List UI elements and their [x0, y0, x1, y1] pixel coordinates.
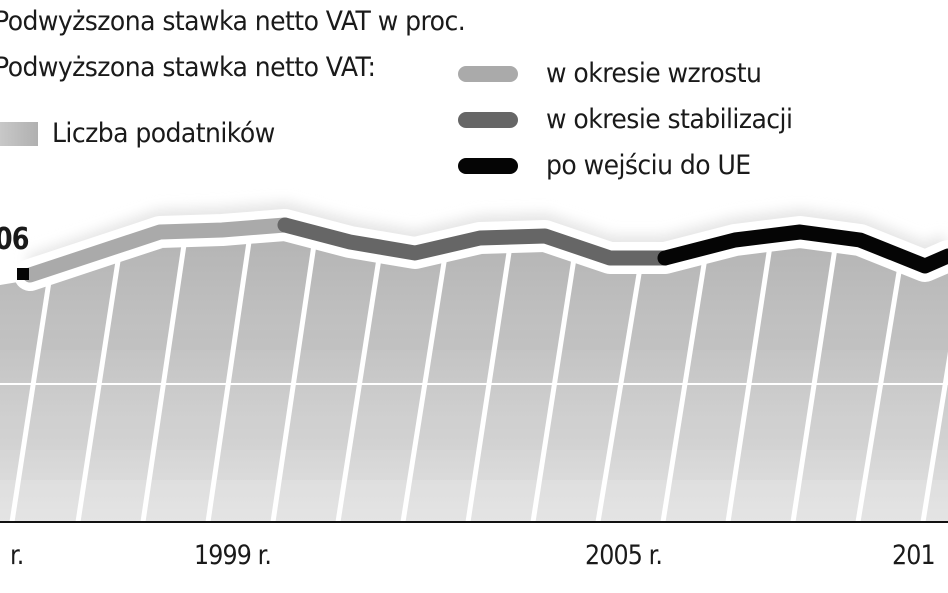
x-tick-label-first: r.	[10, 540, 24, 571]
x-tick-label-201x: 201	[892, 540, 936, 571]
year-separators	[9, 234, 948, 523]
chart-title: Podwyższona stawka netto VAT w proc.	[0, 6, 466, 37]
start-point-marker	[17, 268, 29, 280]
legend-swatch-stabilization	[458, 111, 518, 128]
legend-label-taxpayers: Liczba podatników	[52, 118, 275, 149]
legend-item-stabilization: w okresie stabilizacji	[458, 104, 811, 135]
legend-swatch-growth	[458, 65, 518, 82]
taxpayers-area	[0, 233, 948, 522]
legend-swatch-taxpayers	[0, 121, 38, 146]
x-tick-label-1999: 1999 r.	[194, 540, 272, 571]
legend-item-taxpayers: Liczba podatników	[0, 118, 291, 149]
legend-swatch-eu	[458, 157, 518, 174]
line-growth	[22, 217, 293, 283]
legend-label-stabilization: w okresie stabilizacji	[546, 104, 793, 135]
legend-item-growth: w okresie wzrostu	[458, 58, 778, 89]
line-legend-heading: Podwyższona stawka netto VAT:	[0, 52, 376, 83]
line-eu	[657, 224, 948, 274]
legend-label-eu: po wejściu do UE	[546, 150, 751, 181]
line-stabilization	[277, 217, 673, 266]
legend-item-eu: po wejściu do UE	[458, 150, 766, 181]
legend-label-growth: w okresie wzrostu	[546, 58, 762, 89]
x-tick-label-2005: 2005 r.	[585, 540, 663, 571]
start-value-label: ,06	[0, 222, 29, 257]
